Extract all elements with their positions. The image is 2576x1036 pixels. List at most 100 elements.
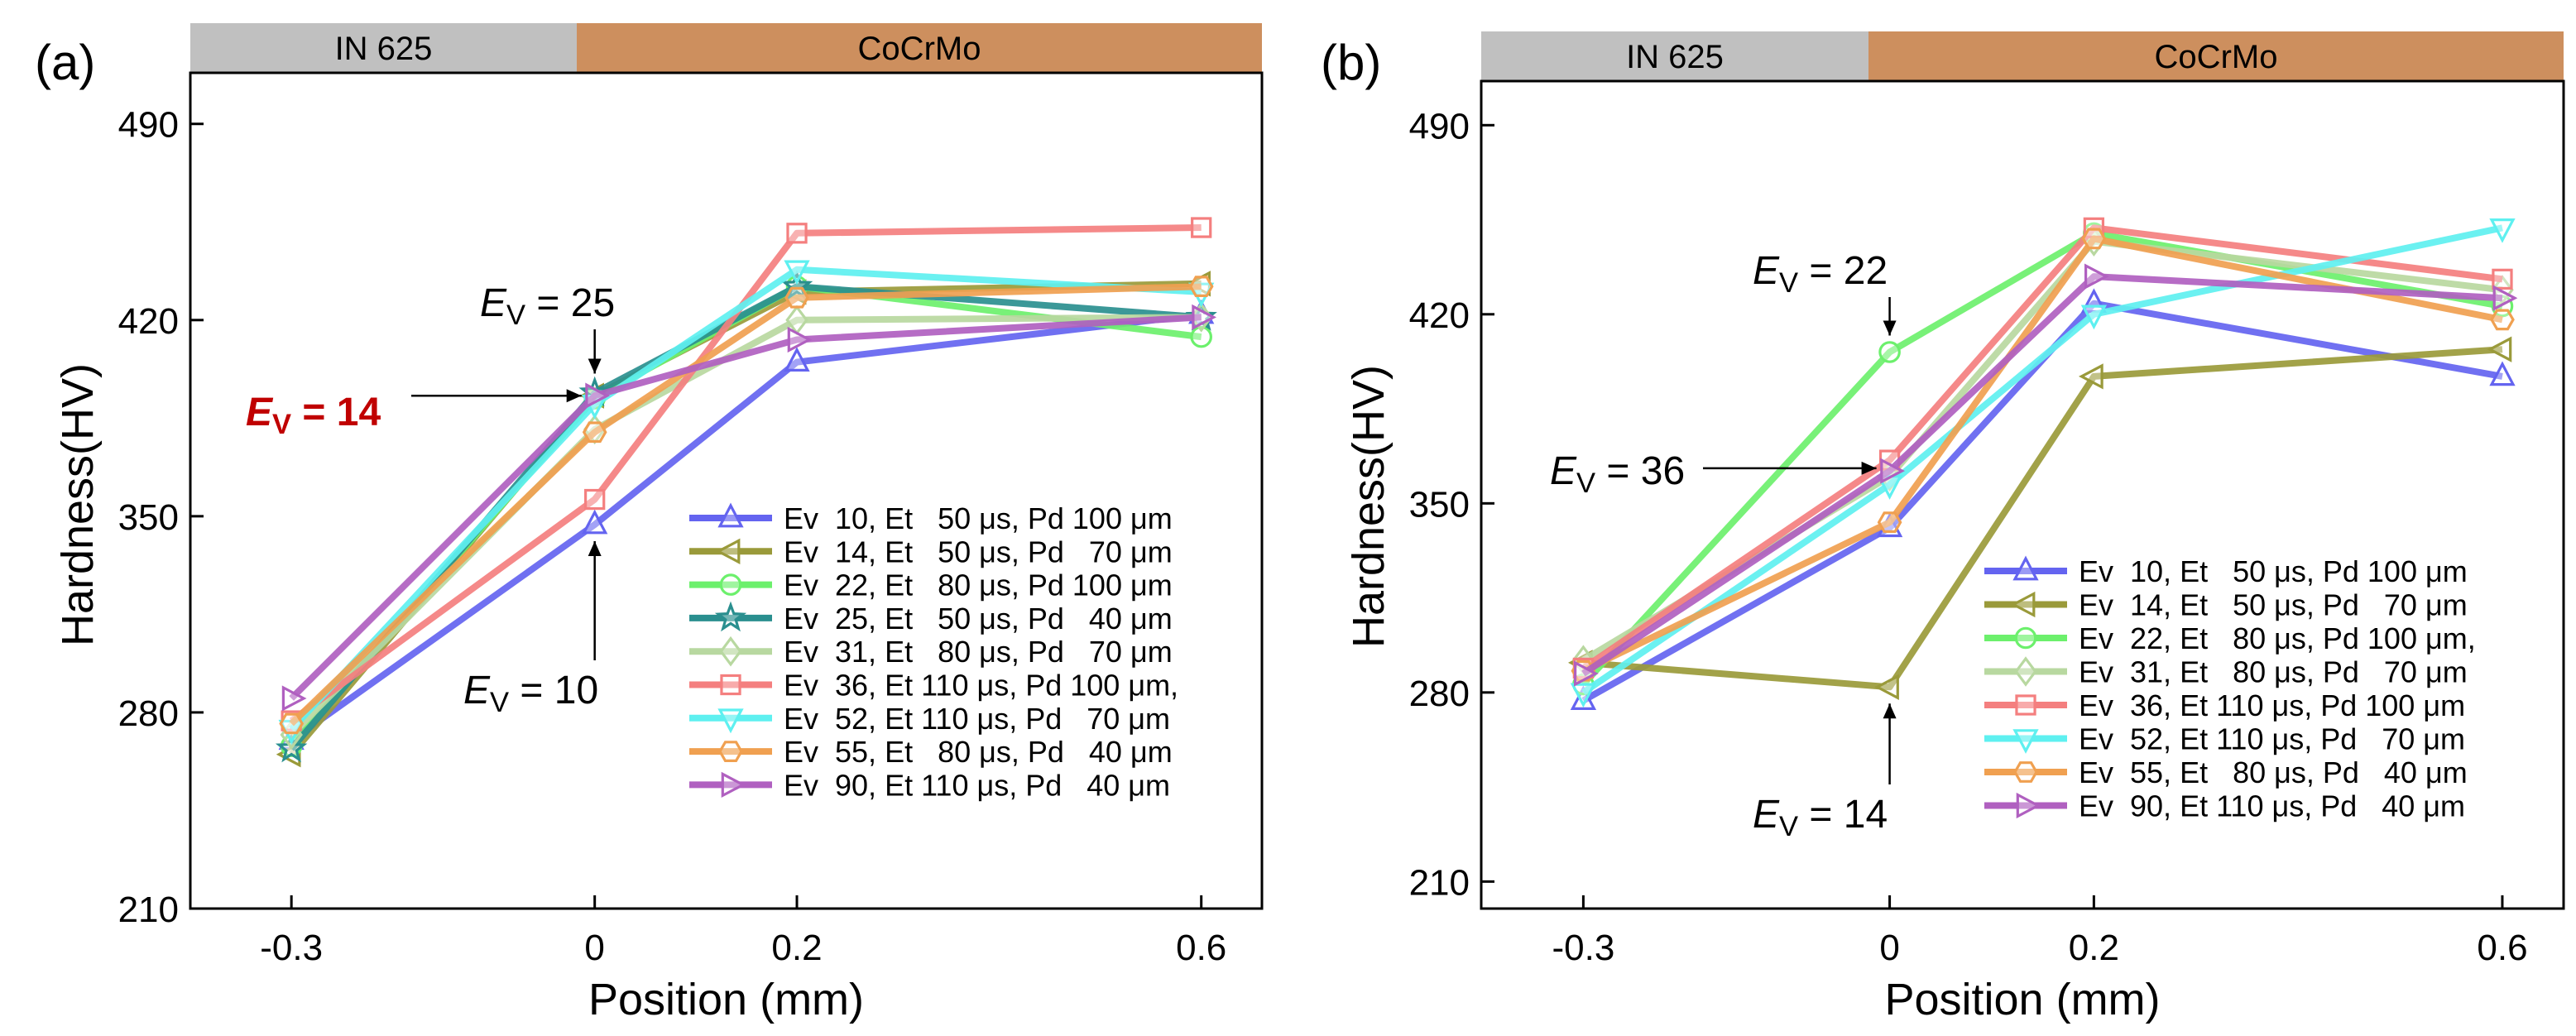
data-point: [2487, 336, 2512, 362]
legend-marker: [714, 601, 747, 632]
zone-label: CoCrMo: [858, 31, 981, 67]
legend-label: Ev 90, Et 110 μs, Pd 40 μm: [2079, 789, 2465, 823]
plot-frame: [1480, 79, 2565, 910]
data-point: [784, 260, 810, 285]
data-point: [2492, 285, 2518, 311]
data-point: [1877, 511, 1902, 534]
data-point: [585, 382, 611, 409]
y-tick-label: 420: [1409, 295, 1470, 336]
legend-item: Ev 52, Et 110 μs, Pd 70 μm: [689, 702, 1170, 736]
x-axis-label: Position (mm): [588, 975, 864, 1024]
data-point: [281, 685, 307, 712]
annotation-label: EV = 22: [1753, 249, 1888, 299]
series-line: [1581, 224, 2503, 696]
annotation-label: EV = 25: [480, 281, 615, 331]
legend-marker: [2016, 792, 2041, 819]
annotation: EV = 36: [1550, 449, 1877, 499]
data-point: [1570, 683, 1597, 708]
y-axis-label: Hardness(HV): [53, 363, 103, 646]
series-line: [289, 314, 1202, 701]
legend-item: Ev 10, Et 50 μs, Pd 100 μm: [1984, 554, 2468, 588]
legend-marker: [718, 741, 743, 763]
annotation-label: EV = 10: [463, 669, 598, 718]
legend-item: Ev 25, Et 50 μs, Pd 40 μm: [689, 601, 1173, 636]
series-line: [289, 266, 1202, 732]
zone-in625-bar: [1481, 31, 1868, 81]
legend-label: Ev 90, Et 110 μs, Pd 40 μm: [784, 768, 1170, 802]
legend-item: Ev 90, Et 110 μs, Pd 40 μm: [1984, 789, 2465, 823]
legend-item: Ev 22, Et 80 μs, Pd 100 μm,: [1984, 621, 2476, 655]
zone-in625-bar: [190, 23, 577, 73]
x-tick-label: -0.3: [260, 928, 323, 968]
legend-item: Ev 90, Et 110 μs, Pd 40 μm: [689, 768, 1170, 802]
panel-label: (b): [1321, 35, 1381, 90]
legend-label: Ev 10, Et 50 μs, Pd 100 μm: [784, 501, 1173, 535]
y-tick-label: 420: [118, 301, 179, 342]
data-point: [1573, 660, 1599, 687]
y-tick-label: 350: [118, 497, 179, 538]
data-point: [582, 421, 607, 444]
legend-marker: [2015, 694, 2036, 716]
legend-marker: [2010, 591, 2036, 618]
legend-marker: [2012, 729, 2039, 754]
legend-label: Ev 10, Et 50 μs, Pd 100 μm: [2079, 554, 2468, 588]
legend-label: Ev 52, Et 110 μs, Pd 70 μm: [784, 702, 1170, 736]
x-tick-label: -0.3: [1552, 928, 1614, 968]
data-point: [2489, 218, 2516, 243]
data-point: [1191, 217, 1212, 238]
legend-marker: [717, 502, 744, 528]
series-line: [1583, 346, 2503, 691]
data-point: [1188, 276, 1214, 297]
legend-item: Ev 22, Et 80 μs, Pd 100 μm: [689, 568, 1173, 602]
zone-label: CoCrMo: [2155, 39, 2278, 75]
legend-label: Ev 55, Et 80 μs, Pd 40 μm: [784, 735, 1173, 769]
data-point: [784, 347, 810, 372]
series-line: [1581, 237, 2503, 664]
data-point: [786, 223, 808, 244]
legend-item: Ev 52, Et 110 μs, Pd 70 μm: [1984, 722, 2465, 756]
zone-cocrmo-bar: [1868, 31, 2564, 81]
data-point: [1878, 341, 1901, 363]
series: [1571, 228, 2515, 682]
data-point: [1190, 325, 1212, 348]
data-point: [279, 712, 305, 735]
x-axis-label: Position (mm): [1884, 975, 2160, 1024]
legend-label: Ev 31, Et 80 μs, Pd 70 μm: [784, 635, 1173, 669]
data-point: [582, 509, 608, 535]
legend-item: Ev 55, Et 80 μs, Pd 40 μm: [689, 735, 1173, 769]
data-point: [2084, 263, 2109, 290]
y-tick-label: 210: [118, 890, 179, 930]
data-point: [1874, 674, 1899, 700]
series-line: [1581, 224, 2503, 671]
data-point: [1880, 458, 1905, 484]
x-tick-label: 0.2: [2069, 928, 2119, 968]
legend-item: Ev 14, Et 50 μs, Pd 70 μm: [1984, 588, 2468, 622]
annotation: EV = 14: [246, 389, 582, 440]
series: [1573, 263, 2518, 687]
legend-marker: [720, 674, 741, 696]
data-point: [2489, 361, 2516, 386]
legend-marker: [715, 538, 741, 564]
series-line: [289, 311, 1202, 744]
data-point: [1192, 304, 1217, 331]
plot-frame: [189, 71, 1264, 910]
chart-panel: (a) IN 625 CoCrMo 210 280 350 420 490 -0.3 0 0.2 0.…: [35, 23, 1264, 1024]
annotation: EV = 25: [480, 281, 615, 374]
y-tick-label: 350: [1409, 484, 1470, 525]
data-point: [2490, 309, 2515, 331]
legend-marker: [2012, 555, 2039, 581]
data-point: [2078, 363, 2103, 390]
legend-label: Ev 22, Et 80 μs, Pd 100 μm,: [2079, 621, 2476, 655]
legend-item: Ev 14, Et 50 μs, Pd 70 μm: [689, 535, 1173, 568]
legend-label: Ev 31, Et 80 μs, Pd 70 μm: [2079, 655, 2468, 689]
legend-item: Ev 36, Et 110 μs, Pd 100 μm,: [689, 669, 1178, 703]
legend-marker: [721, 771, 746, 799]
series-line: [1581, 300, 2503, 704]
series-line: [1581, 235, 2503, 674]
legend-marker: [2014, 656, 2037, 687]
y-tick-label: 490: [1409, 106, 1470, 146]
legend-label: Ev 55, Et 80 μs, Pd 40 μm: [2079, 755, 2468, 789]
legend-marker: [2014, 626, 2037, 650]
